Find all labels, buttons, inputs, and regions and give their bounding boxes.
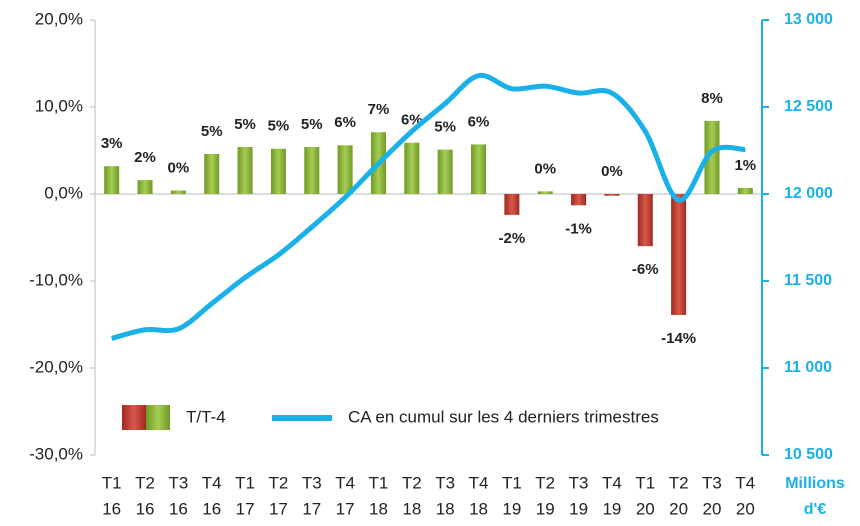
x-tick-label: 18: [469, 499, 488, 518]
x-tick-label: 20: [703, 499, 722, 518]
value-label: 6%: [334, 114, 356, 131]
x-tick-label: T4: [735, 473, 755, 492]
value-label: 3%: [101, 135, 123, 152]
value-label: 0%: [601, 163, 623, 180]
x-tick-label: 19: [602, 499, 621, 518]
legend-label: CA en cumul sur les 4 derniers trimestre…: [348, 407, 659, 426]
value-label: 5%: [234, 116, 256, 133]
x-tick-label: 17: [336, 499, 355, 518]
x-tick-label: 16: [102, 499, 121, 518]
bar: [404, 142, 420, 194]
value-label: 0%: [168, 159, 190, 176]
bar: [170, 190, 186, 194]
value-label: -2%: [499, 230, 526, 247]
value-label: 2%: [134, 149, 156, 166]
x-tick-label: T2: [402, 473, 422, 492]
y2-tick-label: 12 000: [784, 185, 833, 202]
x-tick-label: 16: [169, 499, 188, 518]
x-tick-label: 19: [502, 499, 521, 518]
x-tick-label: 19: [569, 499, 588, 518]
bar: [637, 194, 653, 247]
x-tick-label: 19: [536, 499, 555, 518]
x-tick-label: 16: [202, 499, 221, 518]
x-tick-label: 17: [269, 499, 288, 518]
x-tick-label: T3: [569, 473, 589, 492]
x-tick-label: 20: [636, 499, 655, 518]
y2-unit: Millions: [785, 475, 845, 492]
bar: [237, 147, 253, 194]
legend-swatch: [146, 405, 170, 430]
y-tick-label: 20,0%: [35, 9, 83, 28]
bar: [471, 144, 487, 194]
x-tick-label: T3: [702, 473, 722, 492]
x-tick-label: T4: [335, 473, 355, 492]
x-tick-label: T4: [202, 473, 222, 492]
y2-tick-label: 12 500: [784, 98, 833, 115]
y-tick-label: -30,0%: [29, 444, 83, 463]
bar: [604, 194, 620, 196]
x-tick-label: T1: [102, 473, 122, 492]
y2-unit: d'€: [804, 501, 827, 518]
x-tick-label: T4: [469, 473, 489, 492]
value-label: 0%: [534, 160, 556, 177]
x-tick-label: 16: [136, 499, 155, 518]
bar: [270, 148, 286, 194]
legend-label: T/T-4: [186, 407, 226, 426]
value-label: 5%: [201, 123, 223, 140]
y2-tick-label: 11 500: [784, 272, 832, 289]
value-label: -14%: [661, 330, 696, 347]
x-tick-label: T2: [669, 473, 689, 492]
x-tick-label: T3: [168, 473, 188, 492]
x-tick-label: T1: [635, 473, 655, 492]
x-tick-label: T2: [269, 473, 289, 492]
x-tick-label: T1: [502, 473, 522, 492]
x-tick-label: 18: [436, 499, 455, 518]
value-label: 6%: [468, 113, 490, 130]
y-tick-label: -20,0%: [29, 357, 83, 376]
value-label: -6%: [632, 261, 659, 278]
x-tick-label: T2: [135, 473, 155, 492]
bar: [104, 166, 120, 194]
value-label: 5%: [434, 119, 456, 136]
x-tick-label: 17: [236, 499, 255, 518]
x-tick-label: T3: [302, 473, 322, 492]
value-label: 1%: [734, 157, 756, 174]
value-label: 7%: [368, 101, 390, 118]
line: [111, 72, 746, 341]
bar: [504, 194, 520, 215]
x-tick-label: T3: [435, 473, 455, 492]
bar: [437, 149, 453, 194]
bar: [304, 147, 320, 194]
bar: [537, 191, 553, 194]
y2-tick-label: 11 000: [784, 359, 832, 376]
value-label: 8%: [701, 90, 723, 107]
bar: [704, 120, 720, 194]
x-tick-label: 20: [736, 499, 755, 518]
x-tick-label: 20: [669, 499, 688, 518]
bar: [737, 187, 753, 194]
x-tick-label: T2: [535, 473, 555, 492]
bar: [671, 194, 687, 315]
bar: [337, 145, 353, 194]
x-tick-label: 18: [402, 499, 421, 518]
y-tick-label: 0,0%: [44, 183, 83, 202]
bar: [137, 180, 153, 194]
x-tick-label: 17: [302, 499, 321, 518]
legend-swatch: [122, 405, 146, 430]
value-label: 5%: [268, 118, 290, 135]
x-tick-label: 18: [369, 499, 388, 518]
y-tick-label: 10,0%: [35, 96, 83, 115]
x-tick-label: T1: [235, 473, 255, 492]
x-tick-label: T1: [369, 473, 389, 492]
value-label: -1%: [565, 220, 592, 237]
x-tick-label: T4: [602, 473, 622, 492]
bar: [204, 153, 220, 194]
bar: [571, 194, 587, 206]
value-label: 5%: [301, 116, 323, 133]
y2-tick-label: 10 500: [784, 446, 833, 463]
y2-tick-label: 13 000: [784, 11, 833, 28]
y-tick-label: -10,0%: [29, 270, 83, 289]
